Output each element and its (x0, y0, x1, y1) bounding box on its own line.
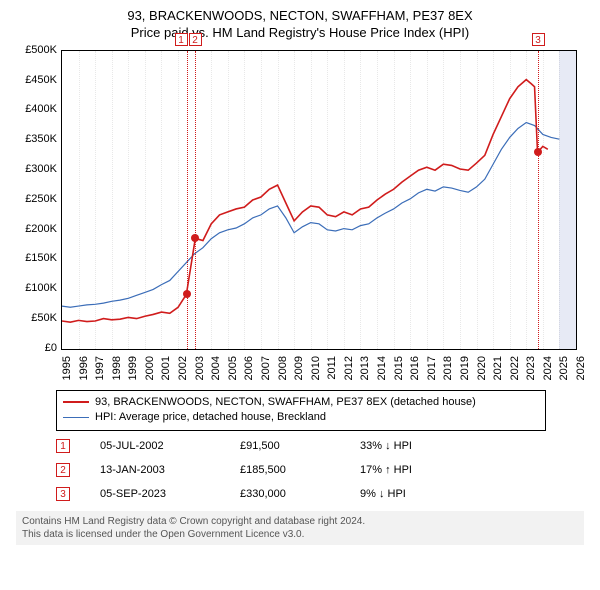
x-tick-label: 2016 (409, 356, 421, 380)
legend-label-blue: HPI: Average price, detached house, Brec… (95, 410, 326, 425)
x-tick-label: 2002 (177, 356, 189, 380)
chart-area: £0 £50K £100K £150K £200K £250K £300K £350K £400… (13, 46, 587, 386)
x-tick-label: 2003 (194, 356, 206, 380)
sale-marker-box: 2 (189, 33, 202, 46)
event-date: 13-JAN-2003 (100, 464, 210, 476)
x-tick-label: 2001 (160, 356, 172, 380)
legend: 93, BRACKENWOODS, NECTON, SWAFFHAM, PE37… (56, 390, 546, 431)
y-tick-label: £450K (25, 74, 57, 86)
legend-label-red: 93, BRACKENWOODS, NECTON, SWAFFHAM, PE37… (95, 395, 476, 410)
legend-swatch-red (63, 401, 89, 403)
x-tick-label: 2010 (310, 356, 322, 380)
x-tick-label: 2014 (376, 356, 388, 380)
event-price: £91,500 (240, 440, 330, 452)
y-axis: £0£50K£100K£150K£200K£250K£300K£350K£400… (13, 50, 59, 350)
event-date: 05-JUL-2002 (100, 440, 210, 452)
x-tick-label: 2008 (277, 356, 289, 380)
chart-container: 93, BRACKENWOODS, NECTON, SWAFFHAM, PE37… (0, 0, 600, 590)
plot-area: 123 (61, 50, 577, 350)
sale-dot (534, 148, 542, 156)
x-tick-label: 2017 (426, 356, 438, 380)
x-tick-label: 2019 (459, 356, 471, 380)
event-row: 3 05-SEP-2023 £330,000 9% ↓ HPI (56, 487, 584, 501)
sale-marker-box: 3 (532, 33, 545, 46)
event-hpi: 17% ↑ HPI (360, 464, 460, 476)
chart-title: 93, BRACKENWOODS, NECTON, SWAFFHAM, PE37… (8, 8, 592, 42)
x-axis: 1995 1996 1997 1998 1999 2000 2001 2002 2003 2004… (61, 352, 577, 386)
title-line-1: 93, BRACKENWOODS, NECTON, SWAFFHAM, PE37… (8, 8, 592, 25)
y-tick-label: £350K (25, 133, 57, 145)
footer-line-1: Contains HM Land Registry data © Crown c… (22, 515, 578, 528)
x-tick-label: 2022 (509, 356, 521, 380)
x-tick-label: 2021 (492, 356, 504, 380)
series-red (62, 79, 548, 322)
x-tick-label: 2011 (326, 356, 338, 380)
footer-line-2: This data is licensed under the Open Gov… (22, 528, 578, 541)
footer: Contains HM Land Registry data © Crown c… (16, 511, 584, 545)
event-date: 05-SEP-2023 (100, 488, 210, 500)
x-tick-label: 2018 (442, 356, 454, 380)
x-tick-label: 1997 (94, 356, 106, 380)
y-tick-label: £250K (25, 193, 57, 205)
event-number-box: 2 (56, 463, 70, 477)
sale-marker-line (187, 51, 188, 349)
x-tick-label: 1999 (127, 356, 139, 380)
legend-row-blue: HPI: Average price, detached house, Brec… (63, 410, 539, 425)
x-tick-label: 2006 (243, 356, 255, 380)
x-tick-label: 1995 (61, 356, 73, 380)
sale-marker-box: 1 (175, 33, 188, 46)
event-hpi: 9% ↓ HPI (360, 488, 460, 500)
x-tick-label: 2013 (359, 356, 371, 380)
y-tick-label: £200K (25, 223, 57, 235)
y-tick-label: £0 (45, 342, 57, 354)
x-tick-label: 2015 (393, 356, 405, 380)
legend-swatch-blue (63, 417, 89, 418)
y-tick-label: £400K (25, 103, 57, 115)
sale-events: 1 05-JUL-2002 £91,500 33% ↓ HPI 2 13-JAN-2003… (56, 439, 584, 501)
event-price: £330,000 (240, 488, 330, 500)
x-tick-label: 2012 (343, 356, 355, 380)
x-tick-label: 2023 (525, 356, 537, 380)
event-row: 2 13-JAN-2003 £185,500 17% ↑ HPI (56, 463, 584, 477)
x-tick-label: 2026 (575, 356, 587, 380)
x-tick-label: 2000 (144, 356, 156, 380)
x-tick-label: 1996 (78, 356, 90, 380)
sale-marker-line (538, 51, 539, 349)
x-tick-label: 1998 (111, 356, 123, 380)
event-price: £185,500 (240, 464, 330, 476)
sale-marker-line (195, 51, 196, 349)
x-tick-label: 2024 (542, 356, 554, 380)
event-hpi: 33% ↓ HPI (360, 440, 460, 452)
series-blue (62, 122, 559, 307)
event-row: 1 05-JUL-2002 £91,500 33% ↓ HPI (56, 439, 584, 453)
event-number-box: 1 (56, 439, 70, 453)
x-tick-label: 2025 (558, 356, 570, 380)
x-tick-label: 2009 (293, 356, 305, 380)
x-tick-label: 2020 (476, 356, 488, 380)
y-tick-label: £500K (25, 44, 57, 56)
event-number-box: 3 (56, 487, 70, 501)
y-tick-label: £100K (25, 282, 57, 294)
y-tick-label: £150K (25, 252, 57, 264)
sale-dot (191, 234, 199, 242)
line-canvas (62, 51, 576, 349)
legend-row-red: 93, BRACKENWOODS, NECTON, SWAFFHAM, PE37… (63, 395, 539, 410)
sale-dot (183, 290, 191, 298)
title-line-2: Price paid vs. HM Land Registry's House … (8, 25, 592, 42)
x-tick-label: 2007 (260, 356, 272, 380)
y-tick-label: £50K (31, 312, 57, 324)
x-tick-label: 2005 (227, 356, 239, 380)
x-tick-label: 2004 (210, 356, 222, 380)
y-tick-label: £300K (25, 163, 57, 175)
